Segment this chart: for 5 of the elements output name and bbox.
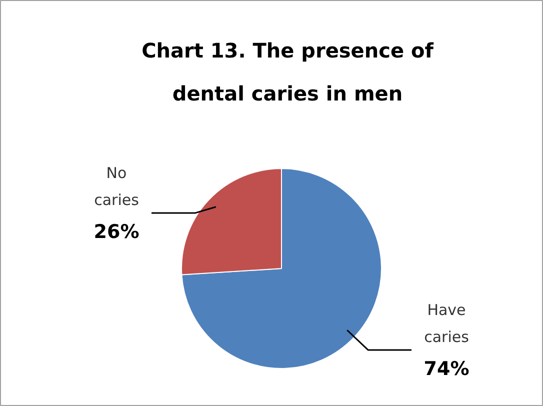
data-label: 26%	[94, 221, 140, 244]
data-label: 74%	[424, 358, 470, 380]
slice-label: Have caries	[424, 300, 470, 346]
slice-label: No caries	[94, 164, 140, 210]
chart-title: Chart 13. The presence of dental caries in men	[142, 38, 434, 106]
